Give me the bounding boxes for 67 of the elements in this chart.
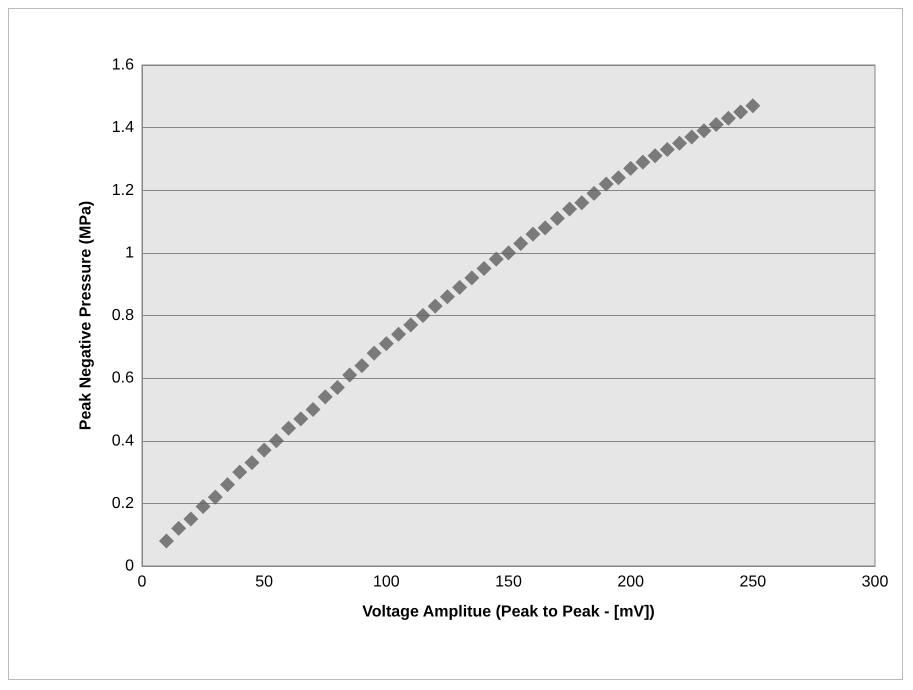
point	[403, 317, 418, 332]
point	[220, 477, 236, 492]
point	[256, 442, 272, 458]
y-tick-label: 0.4	[112, 432, 134, 450]
point	[183, 512, 198, 527]
point	[501, 245, 516, 260]
point	[330, 380, 345, 396]
point	[538, 220, 553, 236]
point	[232, 464, 248, 480]
point	[378, 336, 394, 352]
point	[366, 346, 382, 361]
point	[306, 402, 321, 417]
point	[672, 136, 688, 151]
y-axis-title: Peak Negative Pressure (MPa)	[78, 200, 94, 430]
x-tick-label: 150	[495, 574, 522, 590]
x-tick-label: 300	[862, 574, 888, 590]
point	[635, 154, 650, 170]
point	[464, 270, 480, 286]
point	[696, 123, 712, 138]
point	[196, 499, 211, 514]
y-tick-label: 1.2	[112, 182, 134, 199]
point	[586, 186, 602, 201]
point	[244, 455, 260, 470]
point	[720, 110, 736, 126]
x-tick-label: 0	[138, 574, 147, 590]
point	[525, 226, 540, 242]
y-tick-label: 1	[125, 244, 134, 262]
x-tick-label: 100	[372, 574, 400, 590]
point	[745, 98, 760, 114]
point	[428, 298, 443, 314]
point	[550, 210, 565, 226]
point	[415, 308, 430, 323]
point	[342, 367, 358, 382]
point	[623, 160, 638, 176]
point	[574, 195, 590, 210]
point	[171, 520, 186, 536]
point	[684, 130, 700, 145]
x-tick-label: 200	[617, 574, 644, 590]
point	[158, 533, 174, 548]
y-tick-label: 1.4	[112, 119, 134, 136]
point	[476, 261, 492, 276]
y-tick-label: 0	[125, 558, 134, 574]
point	[660, 142, 675, 158]
x-tick-label: 250	[739, 574, 766, 590]
y-tick-label: 0.8	[112, 307, 134, 324]
point	[440, 289, 455, 304]
point	[281, 420, 296, 436]
point	[208, 490, 223, 505]
point	[488, 252, 504, 267]
x-axis-title: Voltage Amplitue (Peak to Peak - [mV])	[362, 604, 655, 620]
point	[391, 326, 406, 342]
point	[733, 104, 748, 120]
y-tick-label: 1.6	[112, 56, 134, 74]
y-tick-label: 0.6	[112, 370, 134, 387]
point	[648, 148, 663, 164]
point	[293, 411, 308, 426]
y-tick-label: 0.2	[112, 494, 134, 512]
point	[708, 116, 724, 132]
point	[354, 358, 370, 374]
point	[452, 280, 468, 295]
point	[318, 389, 333, 404]
point	[610, 170, 626, 186]
point	[268, 433, 284, 448]
x-tick-label: 50	[255, 574, 274, 590]
point	[513, 236, 528, 251]
point	[562, 202, 578, 217]
point	[598, 176, 614, 192]
